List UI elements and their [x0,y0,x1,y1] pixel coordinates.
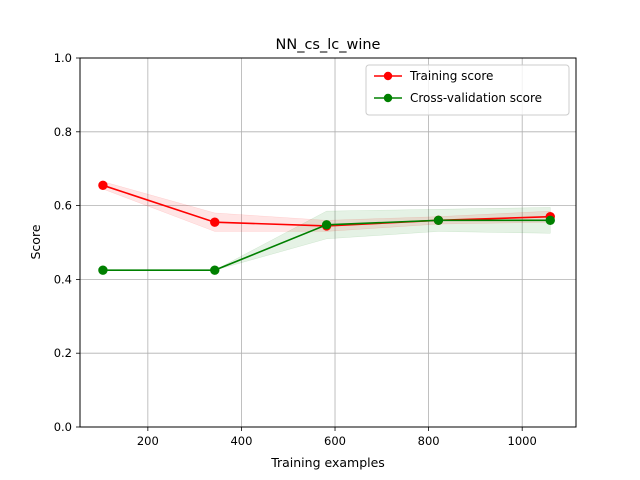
point-series-1 [98,180,108,191]
series-lines [98,180,555,275]
legend-marker-2 [383,93,393,103]
y-axis-label: Score [28,224,43,259]
point-series-2 [545,215,555,226]
legend-marker-1 [383,71,393,81]
x-tick-label: 400 [230,434,252,448]
legend-label-2: Cross-validation score [410,91,542,105]
legend-box [365,64,570,116]
point-series-2 [98,265,108,275]
x-tick-label: 800 [418,434,440,448]
y-tick-label: 0.4 [54,272,72,286]
y-tick-label: 0.6 [54,199,72,213]
x-axis-label: Training examples [270,455,385,470]
axes: 200 400 600 800 1000 0.0 0.2 0.4 0.6 0.8 1.0 [54,51,537,448]
y-tick-label: 0.8 [54,125,72,139]
point-series-2 [210,265,220,275]
y-tick-label: 1.0 [54,51,72,65]
legend-label-1: Training score [409,69,493,83]
legend: Training score Cross-validation score [365,64,570,116]
x-tick-label: 600 [324,434,346,448]
y-tick-label: 0.0 [54,420,72,434]
x-tick-label: 1000 [508,434,537,448]
plot-frame [79,57,577,428]
x-tick-label: 200 [137,434,159,448]
chart-title: NN_cs_lc_wine [276,37,381,53]
y-tick-label: 0.2 [54,346,72,360]
point-series-2 [321,220,332,230]
point-series-1 [210,217,220,227]
point-series-2 [433,215,444,226]
